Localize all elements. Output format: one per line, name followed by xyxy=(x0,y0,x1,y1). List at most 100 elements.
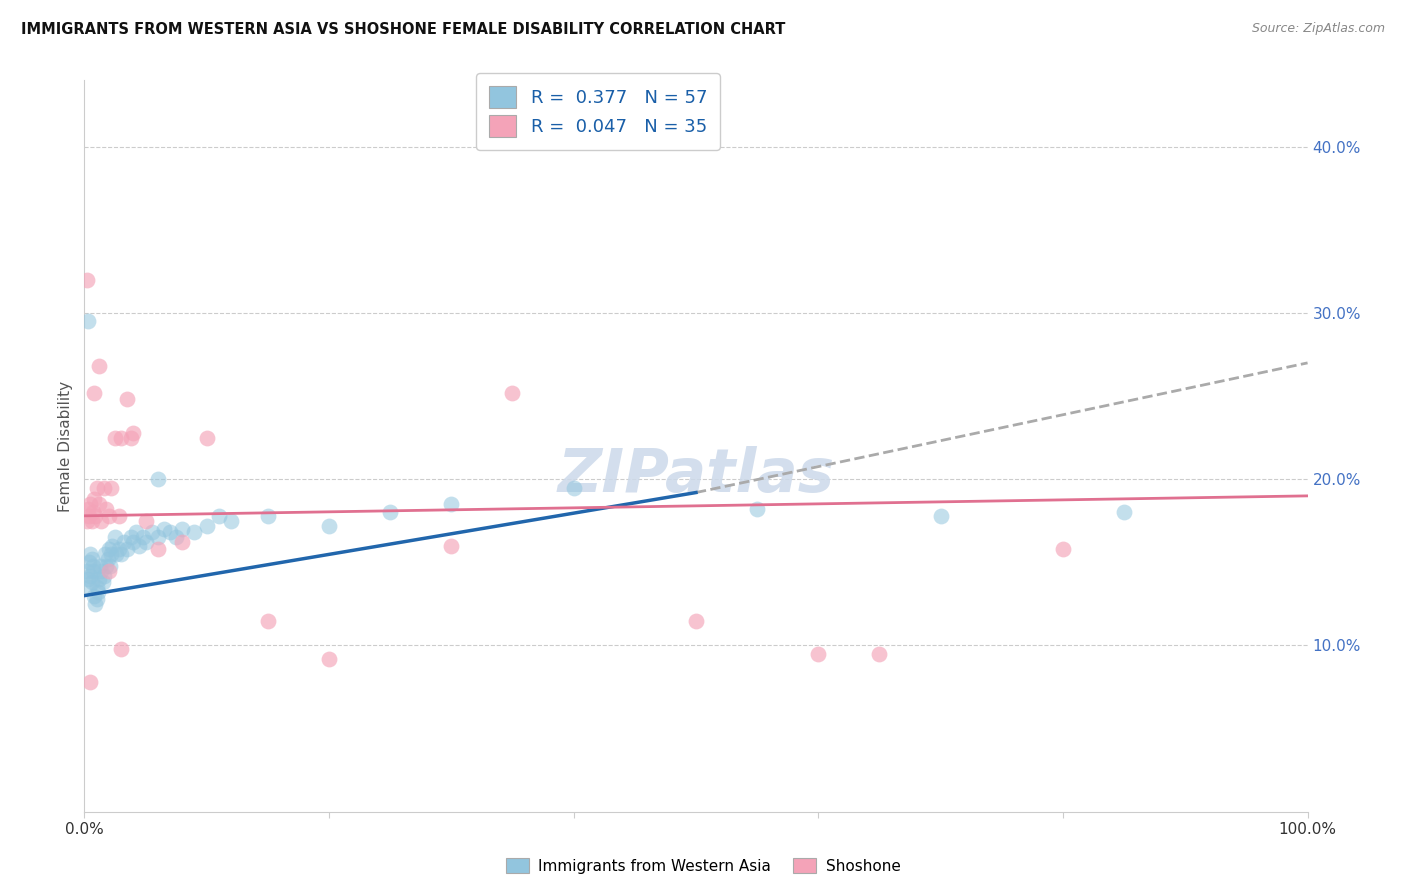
Point xyxy=(82,506,104,520)
Point xyxy=(76,564,98,578)
Point xyxy=(86,591,108,606)
Point xyxy=(98,558,121,573)
Point xyxy=(257,508,280,523)
Point xyxy=(195,518,218,533)
Point xyxy=(76,273,98,287)
Point xyxy=(79,547,101,561)
Point xyxy=(208,508,231,523)
Text: ZIPatlas: ZIPatlas xyxy=(557,446,835,505)
Point xyxy=(110,547,132,561)
Point xyxy=(97,542,120,557)
Point xyxy=(77,555,100,569)
Point xyxy=(146,530,169,544)
Point xyxy=(101,539,124,553)
Point xyxy=(122,535,145,549)
Point xyxy=(86,481,108,495)
Point xyxy=(83,589,105,603)
Point xyxy=(120,530,142,544)
Point xyxy=(90,564,112,578)
Text: IMMIGRANTS FROM WESTERN ASIA VS SHOSHONE FEMALE DISABILITY CORRELATION CHART: IMMIGRANTS FROM WESTERN ASIA VS SHOSHONE… xyxy=(21,22,786,37)
Y-axis label: Female Disability: Female Disability xyxy=(58,380,73,512)
Point xyxy=(100,547,122,561)
Point xyxy=(257,614,280,628)
Point xyxy=(1114,506,1136,520)
Point xyxy=(104,530,127,544)
Point xyxy=(79,568,101,582)
Legend: R =  0.377   N = 57, R =  0.047   N = 35: R = 0.377 N = 57, R = 0.047 N = 35 xyxy=(477,73,720,150)
Point xyxy=(440,539,463,553)
Point xyxy=(502,385,524,400)
Point xyxy=(91,575,114,590)
Point xyxy=(318,518,340,533)
Point xyxy=(440,497,463,511)
Point xyxy=(122,425,145,440)
Point xyxy=(132,530,155,544)
Point xyxy=(135,514,157,528)
Point xyxy=(97,508,120,523)
Point xyxy=(96,502,118,516)
Point xyxy=(153,522,176,536)
Point xyxy=(87,359,110,374)
Point xyxy=(1052,542,1074,557)
Point xyxy=(685,614,707,628)
Point xyxy=(77,502,100,516)
Point xyxy=(90,514,112,528)
Point xyxy=(110,431,132,445)
Point xyxy=(94,547,117,561)
Point xyxy=(79,497,101,511)
Point xyxy=(141,525,163,540)
Point xyxy=(79,675,101,690)
Point xyxy=(83,385,105,400)
Point xyxy=(87,497,110,511)
Point xyxy=(929,508,952,523)
Point xyxy=(105,547,128,561)
Point xyxy=(87,585,110,599)
Point xyxy=(380,506,402,520)
Point xyxy=(115,542,138,557)
Point xyxy=(110,641,132,656)
Point xyxy=(76,514,98,528)
Point xyxy=(146,472,169,486)
Point xyxy=(128,539,150,553)
Point xyxy=(183,525,205,540)
Point xyxy=(807,647,830,661)
Point xyxy=(172,535,194,549)
Point xyxy=(83,492,105,507)
Point xyxy=(86,580,108,594)
Point xyxy=(77,572,100,586)
Point xyxy=(77,508,100,523)
Point xyxy=(100,481,122,495)
Point xyxy=(107,542,129,557)
Point xyxy=(120,431,142,445)
Point xyxy=(89,558,111,573)
Text: Source: ZipAtlas.com: Source: ZipAtlas.com xyxy=(1251,22,1385,36)
Point xyxy=(82,558,104,573)
Point xyxy=(82,564,104,578)
Point xyxy=(195,431,218,445)
Point xyxy=(869,647,891,661)
Point xyxy=(159,525,181,540)
Point xyxy=(165,530,187,544)
Point xyxy=(747,502,769,516)
Point xyxy=(80,514,103,528)
Legend: Immigrants from Western Asia, Shoshone: Immigrants from Western Asia, Shoshone xyxy=(499,852,907,880)
Point xyxy=(97,552,120,566)
Point xyxy=(87,572,110,586)
Point xyxy=(104,431,127,445)
Point xyxy=(93,481,115,495)
Point xyxy=(96,558,118,573)
Point xyxy=(97,564,120,578)
Point xyxy=(146,542,169,557)
Point xyxy=(93,568,115,582)
Point xyxy=(562,481,585,495)
Point xyxy=(125,525,148,540)
Point xyxy=(80,575,103,590)
Point xyxy=(219,514,242,528)
Point xyxy=(318,652,340,666)
Point xyxy=(172,522,194,536)
Point xyxy=(115,392,138,407)
Point xyxy=(77,580,100,594)
Point xyxy=(84,508,107,523)
Point xyxy=(77,314,100,328)
Point xyxy=(107,508,129,523)
